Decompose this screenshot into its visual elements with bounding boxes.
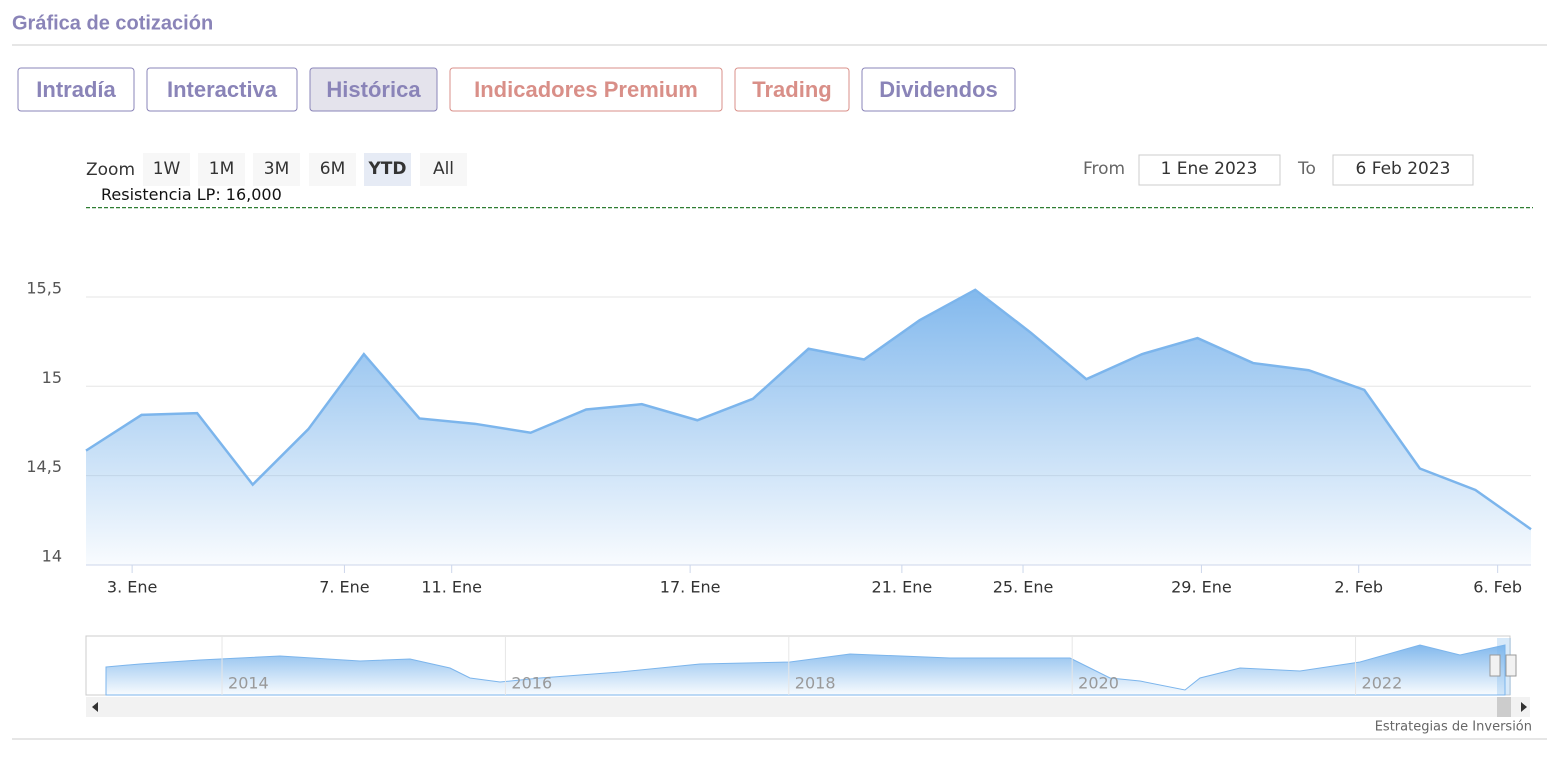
tab[interactable]: [146, 67, 298, 112]
navigator-tick-label: 2022: [1362, 674, 1403, 693]
y-tick-label: 15,5: [26, 278, 62, 297]
navigator-handle[interactable]: [1505, 654, 1517, 677]
zoom-button-label[interactable]: 3M: [264, 159, 289, 179]
zoom-button[interactable]: [420, 153, 467, 186]
y-tick-label: 14: [42, 547, 62, 566]
zoom-button[interactable]: [198, 153, 245, 186]
from-label: From: [1083, 159, 1125, 179]
zoom-button[interactable]: [309, 153, 356, 186]
x-tick-label: 25. Ene: [993, 578, 1054, 597]
navigator-tick-label: 2016: [511, 674, 552, 693]
tab[interactable]: [449, 67, 723, 112]
x-tick-label: 29. Ene: [1171, 578, 1232, 597]
x-tick-label: 6. Feb: [1473, 578, 1522, 597]
to-label: To: [1297, 159, 1316, 179]
navigator-tick-label: 2014: [228, 674, 269, 693]
zoom-button[interactable]: [253, 153, 300, 186]
navigator-series: [105, 644, 1506, 696]
tab-label[interactable]: Dividendos: [879, 77, 998, 102]
x-tick-label: 21. Ene: [872, 578, 933, 597]
page-title: Gráfica de cotización: [12, 12, 213, 34]
scrollbar[interactable]: [86, 697, 1530, 717]
tab[interactable]: [309, 67, 438, 112]
x-tick-label: 2. Feb: [1334, 578, 1383, 597]
tab-label[interactable]: Histórica: [326, 77, 421, 102]
price-line: [85, 288, 1532, 531]
zoom-button-label[interactable]: 1M: [209, 159, 234, 179]
x-tick-label: 17. Ene: [660, 578, 721, 597]
zoom-button[interactable]: [364, 153, 411, 186]
area-fill: [86, 289, 1531, 565]
tab-label[interactable]: Intradía: [36, 77, 116, 102]
to-value[interactable]: 6 Feb 2023: [1356, 159, 1451, 179]
x-tick-label: 11. Ene: [421, 578, 482, 597]
navigator-handle[interactable]: [1489, 654, 1501, 677]
zoom-button[interactable]: [143, 153, 190, 186]
y-tick-label: 14,5: [26, 457, 62, 476]
zoom-button-label[interactable]: 6M: [320, 159, 345, 179]
x-tick-label: 3. Ene: [107, 578, 157, 597]
tab[interactable]: [861, 67, 1016, 112]
scroll-right[interactable]: [1521, 702, 1527, 712]
tab-label[interactable]: Interactiva: [167, 77, 278, 102]
credits: Estrategias de Inversión: [1375, 720, 1532, 735]
from-input[interactable]: [1138, 154, 1281, 186]
tab-label[interactable]: Indicadores Premium: [474, 77, 698, 102]
zoom-button-label[interactable]: All: [433, 159, 454, 179]
x-tick-label: 7. Ene: [319, 578, 369, 597]
zoom-button-label[interactable]: YTD: [367, 159, 406, 179]
zoom-button-label[interactable]: 1W: [153, 159, 181, 179]
navigator-selection: [1497, 638, 1511, 695]
resistance-label: Resistencia LP: 16,000: [101, 185, 282, 204]
from-value[interactable]: 1 Ene 2023: [1161, 159, 1258, 179]
y-tick-label: 15: [42, 368, 62, 387]
navigator-tick-label: 2018: [795, 674, 836, 693]
scrollbar-thumb[interactable]: [1497, 697, 1511, 717]
tab[interactable]: [17, 67, 135, 112]
navigator-tick-label: 2020: [1078, 674, 1119, 693]
to-input[interactable]: [1332, 154, 1474, 186]
scroll-left[interactable]: [92, 702, 98, 712]
tab[interactable]: [734, 67, 850, 112]
tab-label[interactable]: Trading: [752, 77, 831, 102]
zoom-label: Zoom: [86, 160, 135, 180]
